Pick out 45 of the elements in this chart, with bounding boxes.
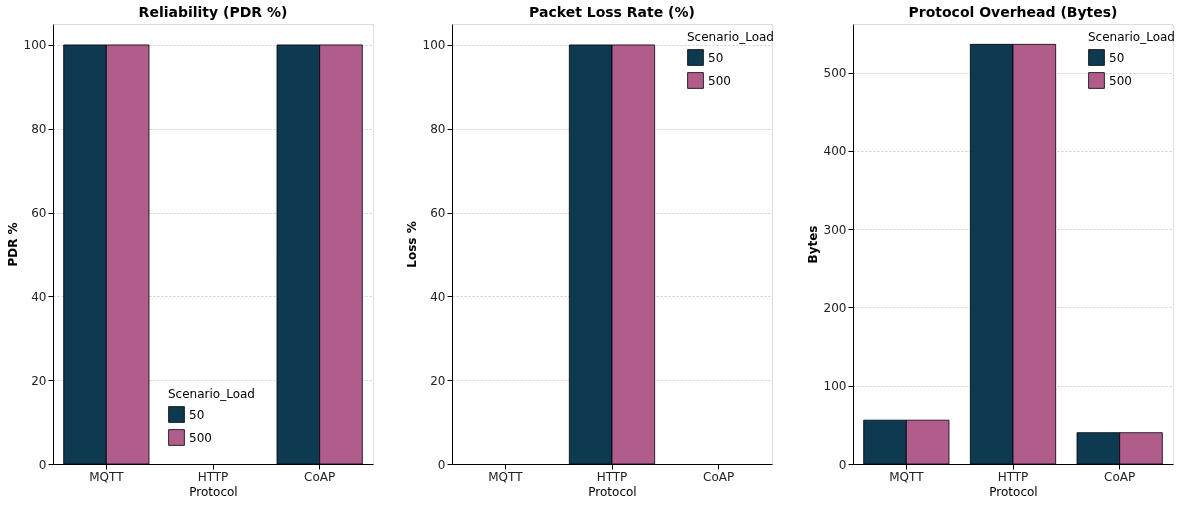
x-tick-label: HTTP [997,469,1029,484]
y-tick-label: 60 [31,206,47,221]
y-tick-label: 400 [823,144,847,159]
x-axis-title: Protocol [189,484,238,499]
x-tick-label: MQTT [89,469,125,484]
chart-title: Protocol Overhead (Bytes) [908,4,1118,20]
y-tick-label: 200 [823,300,847,315]
x-tick-label: CoAP [703,469,735,484]
y-tick-label: 300 [823,222,847,237]
legend-label: 500 [1109,73,1132,88]
x-axis-title: Protocol [588,484,637,499]
legend-label: 50 [189,407,205,422]
x-tick-label: CoAP [1104,469,1136,484]
legend-title: Scenario_Load [168,387,255,401]
y-tick-label: 500 [823,66,847,81]
y-tick-label: 0 [38,457,47,472]
legend-label: 50 [708,50,724,65]
legend-label: 500 [708,73,731,88]
y-axis-title: Loss % [404,221,419,268]
y-tick-label: 80 [430,122,446,137]
chart-title: Packet Loss Rate (%) [529,4,695,20]
y-tick-label: 20 [31,373,47,388]
y-tick-label: 60 [430,206,446,221]
y-tick-label: 100 [23,38,47,53]
y-axis-title: Bytes [805,225,820,264]
x-tick-label: MQTT [889,469,925,484]
x-tick-label: HTTP [596,469,628,484]
y-axis-title: PDR % [5,222,20,267]
y-tick-label: 20 [430,373,446,388]
y-tick-label: 40 [31,289,47,304]
x-tick-label: HTTP [197,469,229,484]
x-axis-title: Protocol [989,484,1038,499]
y-tick-label: 100 [823,379,847,394]
y-tick-label: 80 [31,122,47,137]
x-tick-label: MQTT [488,469,524,484]
x-tick-label: CoAP [304,469,336,484]
y-tick-label: 40 [430,289,446,304]
y-tick-label: 100 [422,38,446,53]
legend-label: 50 [1109,50,1125,65]
y-tick-label: 0 [838,457,847,472]
y-tick-label: 0 [437,457,446,472]
legend-title: Scenario_Load [687,30,774,44]
legend-title: Scenario_Load [1088,30,1175,44]
chart-title: Reliability (PDR %) [138,4,288,20]
legend-label: 500 [189,430,212,445]
